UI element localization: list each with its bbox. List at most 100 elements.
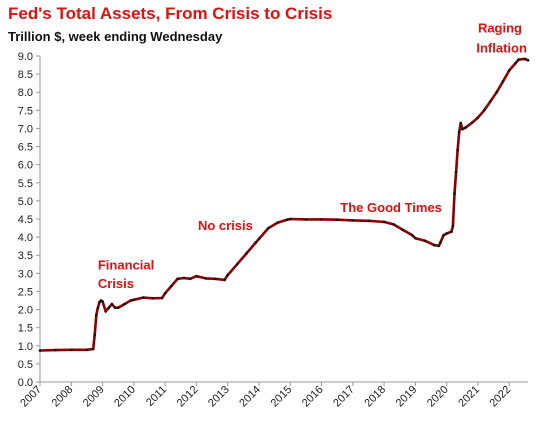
data-point bbox=[245, 252, 248, 255]
data-point bbox=[151, 297, 154, 300]
annotation-label: No crisis bbox=[198, 218, 253, 233]
data-point bbox=[160, 296, 164, 300]
data-point bbox=[95, 313, 98, 317]
data-point bbox=[517, 58, 520, 61]
annotation-label: Raging bbox=[478, 20, 522, 35]
data-point bbox=[450, 230, 453, 233]
x-tick-label: 2016 bbox=[300, 384, 326, 410]
data-point bbox=[195, 274, 198, 278]
y-tick-label: 0.0 bbox=[18, 377, 33, 389]
data-point bbox=[188, 277, 192, 281]
y-tick-label: 3.5 bbox=[18, 250, 33, 262]
data-point bbox=[267, 226, 270, 230]
data-point bbox=[132, 298, 136, 302]
x-tick-label: 2013 bbox=[206, 384, 232, 410]
y-tick-label: 5.5 bbox=[18, 178, 33, 190]
data-point bbox=[257, 237, 261, 241]
x-tick-label: 2010 bbox=[112, 384, 138, 410]
data-point bbox=[91, 347, 95, 351]
data-point bbox=[437, 244, 441, 248]
y-tick-label: 8.0 bbox=[18, 87, 33, 99]
data-point bbox=[457, 130, 461, 134]
data-point bbox=[523, 57, 527, 61]
data-point bbox=[304, 218, 308, 221]
y-tick-label: 4.0 bbox=[18, 232, 33, 244]
data-point bbox=[470, 121, 474, 125]
data-point bbox=[85, 348, 89, 352]
data-point bbox=[459, 121, 463, 125]
y-tick-label: 4.5 bbox=[18, 214, 33, 226]
data-point bbox=[514, 61, 517, 65]
y-tick-label: 7.0 bbox=[18, 123, 33, 135]
data-point bbox=[351, 219, 355, 222]
data-point bbox=[116, 306, 120, 310]
data-point bbox=[445, 232, 449, 235]
data-point bbox=[113, 306, 117, 310]
annotation-label: Inflation bbox=[476, 40, 527, 55]
y-tick-label: 0.5 bbox=[18, 359, 33, 371]
data-point bbox=[101, 300, 104, 303]
data-point bbox=[442, 234, 445, 237]
data-point bbox=[451, 224, 455, 228]
data-point bbox=[96, 306, 100, 310]
y-tick-label: 1.5 bbox=[18, 323, 33, 335]
annotation-label: Financial bbox=[98, 258, 154, 273]
data-point bbox=[176, 277, 179, 281]
data-point bbox=[495, 90, 499, 94]
x-tick-label: 2017 bbox=[331, 384, 357, 410]
x-tick-label: 2018 bbox=[362, 384, 388, 410]
data-point bbox=[170, 284, 173, 288]
data-point bbox=[182, 276, 186, 280]
data-point bbox=[453, 192, 456, 195]
data-point bbox=[320, 218, 323, 221]
data-point bbox=[456, 148, 459, 152]
y-tick-label: 6.5 bbox=[18, 142, 33, 154]
y-tick-label: 8.5 bbox=[18, 69, 33, 81]
data-point bbox=[104, 310, 107, 313]
data-point bbox=[235, 263, 239, 266]
data-point bbox=[276, 221, 280, 224]
x-tick-label: 2021 bbox=[456, 384, 482, 410]
y-tick-label: 3.0 bbox=[18, 268, 33, 280]
data-point bbox=[489, 100, 492, 103]
series-line bbox=[38, 57, 530, 352]
annotation-label: The Good Times bbox=[340, 200, 442, 215]
data-point bbox=[163, 292, 167, 295]
data-point bbox=[129, 299, 132, 302]
x-tick-label: 2020 bbox=[425, 384, 451, 410]
data-point bbox=[254, 241, 258, 244]
data-point bbox=[432, 243, 436, 247]
data-point bbox=[507, 69, 511, 72]
data-point bbox=[501, 80, 505, 83]
data-point bbox=[476, 116, 480, 119]
data-point bbox=[70, 348, 73, 352]
data-point bbox=[98, 301, 101, 304]
x-tick-label: 2014 bbox=[237, 384, 263, 410]
x-tick-label: 2011 bbox=[144, 384, 169, 409]
chart-title: Fed's Total Assets, From Crisis to Crisi… bbox=[8, 4, 333, 23]
data-point bbox=[123, 302, 126, 306]
data-point bbox=[226, 273, 229, 277]
data-point bbox=[382, 220, 386, 224]
x-tick-label: 2009 bbox=[81, 384, 107, 410]
annotation-label: Crisis bbox=[98, 276, 134, 291]
x-tick-label: 2019 bbox=[394, 384, 420, 410]
data-point bbox=[93, 333, 96, 337]
data-point bbox=[141, 296, 145, 299]
data-point bbox=[367, 219, 370, 223]
x-tick-label: 2015 bbox=[269, 384, 295, 410]
x-tick-label: 2012 bbox=[175, 384, 201, 410]
data-point bbox=[461, 127, 464, 131]
y-tick-label: 5.0 bbox=[18, 196, 33, 208]
data-point bbox=[464, 126, 467, 129]
data-point bbox=[54, 348, 57, 352]
data-point bbox=[401, 228, 405, 232]
data-point bbox=[439, 241, 442, 244]
y-tick-label: 7.5 bbox=[18, 105, 33, 117]
y-tick-label: 6.0 bbox=[18, 160, 33, 172]
data-point bbox=[285, 218, 289, 221]
data-point bbox=[411, 234, 414, 237]
plot-area: 0.0 0.5 1.0 1.5 2.0 2.5 3.0 3.5 4.0 4.5 5.0 5.5 6.0 6… bbox=[18, 20, 530, 409]
y-tick-label: 9.0 bbox=[18, 51, 33, 63]
